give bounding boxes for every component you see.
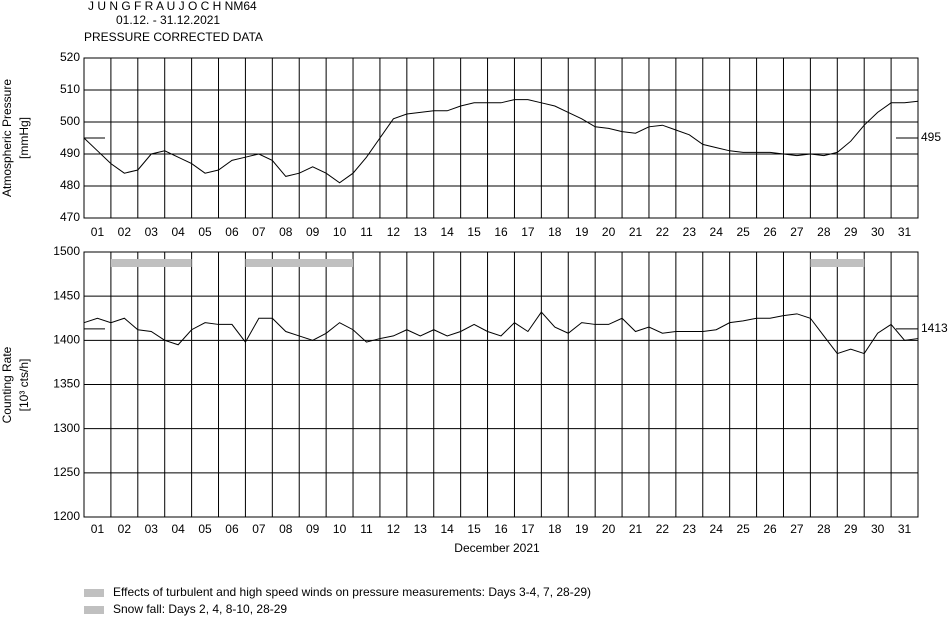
x-tick-label: 24	[710, 225, 724, 239]
x-tick-label: 25	[736, 225, 750, 239]
x-tick-label: 12	[387, 522, 401, 536]
x-tick-label: 09	[306, 522, 320, 536]
x-tick-label: 14	[441, 522, 455, 536]
y-tick-label: 470	[60, 210, 80, 224]
x-tick-label: 16	[494, 225, 508, 239]
data-line	[83, 311, 919, 355]
x-tick-label: 14	[441, 225, 455, 239]
x-tick-label: 30	[871, 225, 885, 239]
x-tick-label: 21	[629, 522, 643, 536]
x-tick-label: 21	[629, 225, 643, 239]
x-tick-label: 08	[279, 522, 293, 536]
band	[245, 259, 354, 267]
x-tick-label: 03	[145, 225, 159, 239]
x-tick-label: 10	[333, 522, 347, 536]
x-tick-label: 17	[521, 225, 535, 239]
x-tick-label: 04	[171, 225, 185, 239]
x-tick-label: 25	[736, 522, 750, 536]
x-axis-label: December 2021	[454, 541, 540, 555]
y-tick-label: 1350	[53, 377, 80, 391]
x-tick-label: 07	[252, 522, 266, 536]
band	[110, 259, 192, 267]
y-tick-label: 520	[60, 50, 80, 64]
x-tick-label: 18	[548, 522, 562, 536]
y-tick-label: 1200	[53, 509, 80, 523]
x-tick-label: 23	[683, 225, 697, 239]
y-axis-label: [10³ cts/h]	[17, 359, 31, 412]
period: 01.12. - 31.12.2021	[116, 13, 220, 27]
x-tick-label: 10	[333, 225, 347, 239]
x-tick-label: 06	[225, 522, 239, 536]
band	[810, 259, 865, 267]
y-tick-label: 490	[60, 146, 80, 160]
legend-swatch	[84, 589, 104, 597]
x-tick-label: 29	[844, 522, 858, 536]
reference-label: 495	[921, 130, 941, 144]
data-line	[83, 99, 919, 184]
x-tick-label: 02	[118, 225, 132, 239]
x-tick-label: 20	[602, 225, 616, 239]
x-tick-label: 01	[91, 225, 105, 239]
x-tick-label: 04	[171, 522, 185, 536]
x-tick-label: 27	[790, 225, 804, 239]
y-tick-label: 1500	[53, 244, 80, 258]
x-tick-label: 03	[145, 522, 159, 536]
legend-label: Snow fall: Days 2, 4, 8-10, 28-29	[113, 602, 287, 616]
x-tick-label: 18	[548, 225, 562, 239]
x-tick-label: 24	[710, 522, 724, 536]
x-tick-label: 16	[494, 522, 508, 536]
y-tick-label: 510	[60, 82, 80, 96]
x-tick-label: 23	[683, 522, 697, 536]
x-tick-label: 13	[414, 225, 428, 239]
subtitle: PRESSURE CORRECTED DATA	[84, 30, 263, 44]
x-tick-label: 08	[279, 225, 293, 239]
x-tick-label: 28	[817, 522, 831, 536]
x-tick-label: 07	[252, 225, 266, 239]
x-tick-label: 22	[656, 522, 670, 536]
x-tick-label: 12	[387, 225, 401, 239]
x-tick-label: 05	[198, 225, 212, 239]
x-tick-label: 28	[817, 225, 831, 239]
x-tick-label: 20	[602, 522, 616, 536]
x-tick-label: 30	[871, 522, 885, 536]
x-tick-label: 06	[225, 225, 239, 239]
x-tick-label: 02	[118, 522, 132, 536]
x-tick-label: 26	[763, 522, 777, 536]
x-tick-label: 19	[575, 225, 589, 239]
x-tick-label: 13	[414, 522, 428, 536]
x-tick-label: 01	[91, 522, 105, 536]
x-tick-label: 27	[790, 522, 804, 536]
x-tick-label: 11	[360, 225, 373, 239]
station: J U N G F R A U J O C H NM64	[88, 0, 257, 13]
x-tick-label: 09	[306, 225, 320, 239]
x-tick-label: 17	[521, 522, 535, 536]
legend-label: Effects of turbulent and high speed wind…	[113, 585, 591, 599]
x-tick-label: 19	[575, 522, 589, 536]
x-tick-label: 26	[763, 225, 777, 239]
x-tick-label: 31	[898, 522, 912, 536]
y-axis-label: [mmHg]	[17, 117, 31, 159]
y-tick-label: 1250	[53, 465, 80, 479]
x-tick-label: 15	[467, 522, 481, 536]
x-tick-label: 29	[844, 225, 858, 239]
x-tick-label: 22	[656, 225, 670, 239]
x-tick-label: 15	[467, 225, 481, 239]
y-axis-label: Counting Rate	[0, 346, 14, 423]
plot-frame	[83, 57, 919, 219]
x-tick-label: 05	[198, 522, 212, 536]
y-tick-label: 1300	[53, 421, 80, 435]
reference-label: 1413	[921, 321, 948, 335]
x-tick-label: 31	[898, 225, 912, 239]
y-tick-label: 1450	[53, 288, 80, 302]
y-tick-label: 1400	[53, 333, 80, 347]
y-axis-label: Atmospheric Pressure	[0, 79, 14, 197]
legend-swatch	[84, 606, 104, 614]
x-tick-label: 11	[360, 522, 373, 536]
y-tick-label: 500	[60, 114, 80, 128]
y-tick-label: 480	[60, 178, 80, 192]
